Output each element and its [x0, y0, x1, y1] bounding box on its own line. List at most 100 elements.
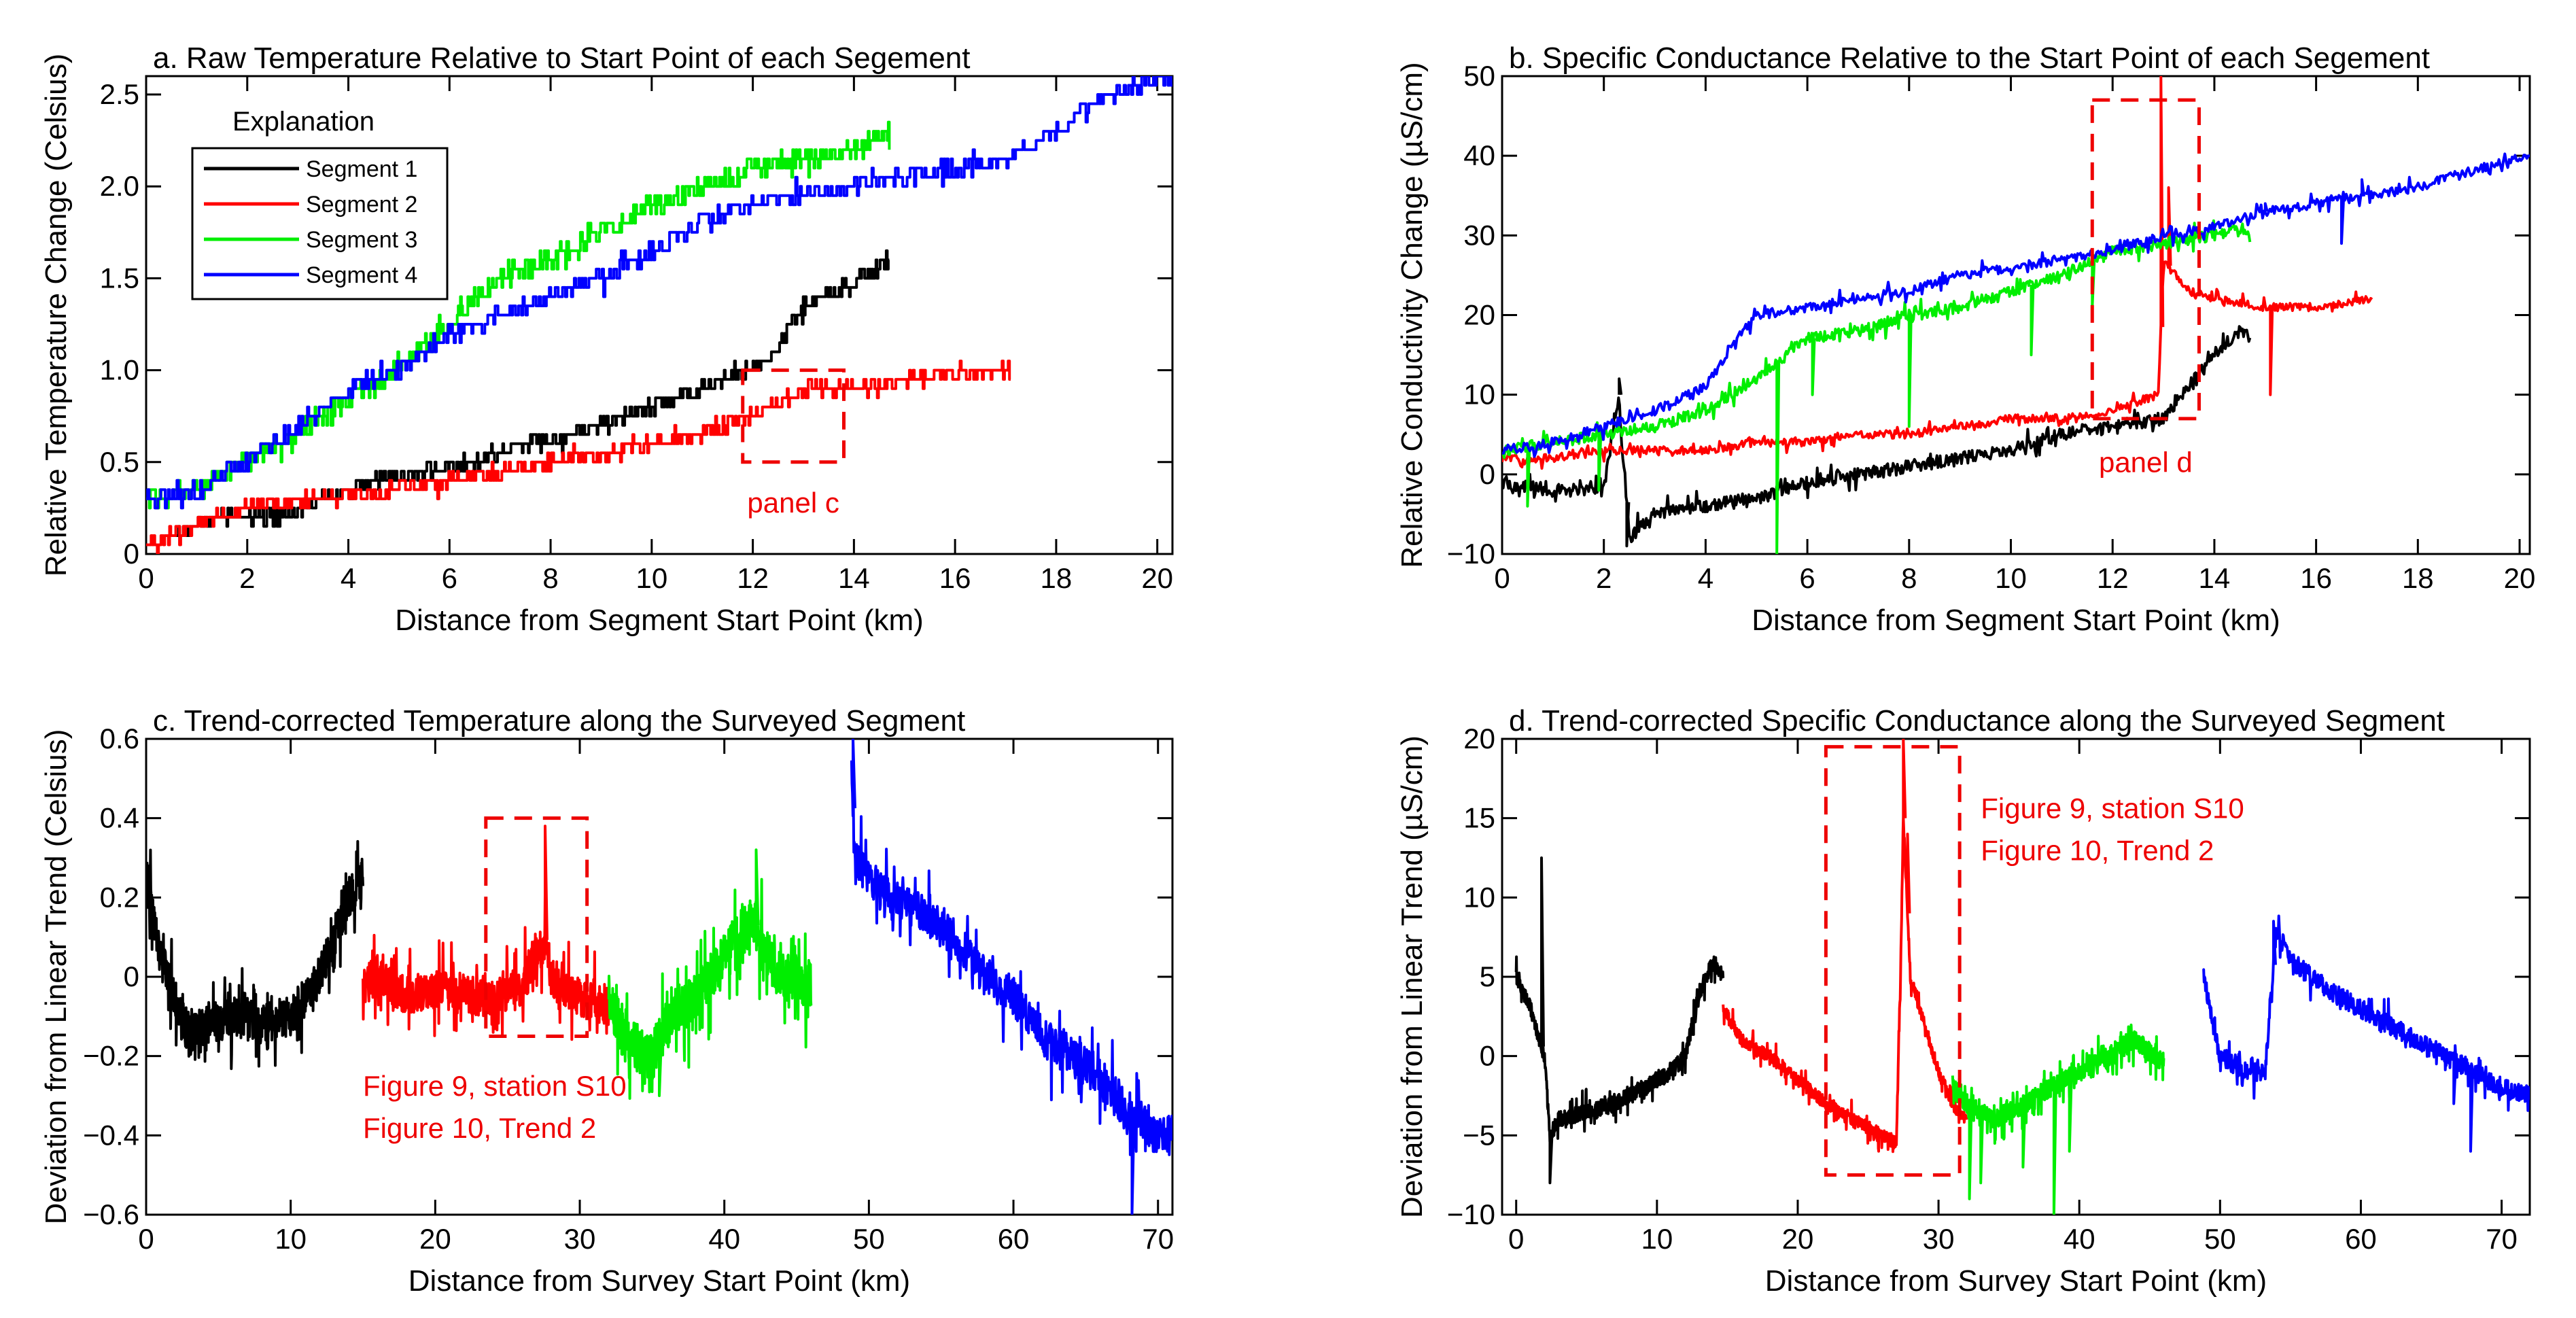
y-tick-label: 5: [1480, 960, 1495, 992]
x-tick-label: 50: [2204, 1223, 2236, 1255]
panel-b: b. Specific Conductance Relative to the …: [1395, 41, 2535, 637]
panel-a-y-axis-label: Relative Temperature Change (Celsius): [39, 54, 73, 577]
x-tick-label: 0: [1494, 562, 1510, 594]
y-tick-label: 30: [1463, 219, 1495, 251]
panel-d-y-ticks: −10 −5 0 5 10 15 20: [1447, 723, 2530, 1230]
panel-d-y-axis-label: Deviation from Linear Trend (µS/cm): [1395, 735, 1429, 1218]
y-tick-label: 0: [124, 538, 139, 570]
x-tick-label: 18: [2402, 562, 2434, 594]
panel-b-x-axis-label: Distance from Segment Start Point (km): [1752, 604, 2280, 637]
series-line-segment-3: [1951, 1023, 2165, 1215]
annotation-label-line: Figure 9, station S10: [363, 1070, 627, 1102]
series-line-segment-2: [1722, 739, 1968, 1154]
y-tick-label: −5: [1463, 1119, 1495, 1151]
panel-c-y-axis-label: Deviation from Linear Trend (Celsius): [39, 729, 73, 1225]
y-tick-label: 0: [1480, 458, 1495, 490]
panel-d-annotation: Figure 9, station S10 Figure 10, Trend 2: [1824, 745, 2244, 1177]
x-tick-label: 10: [636, 562, 667, 594]
x-tick-label: 14: [838, 562, 870, 594]
series-line-segment-4: [1502, 152, 2530, 458]
panel-d-title: d. Trend-corrected Specific Conductance …: [1509, 704, 2445, 738]
x-tick-label: 12: [737, 562, 769, 594]
legend-title: Explanation: [232, 107, 375, 137]
panel-b-title: b. Specific Conductance Relative to the …: [1509, 41, 2430, 75]
x-tick-label: 50: [853, 1223, 885, 1255]
legend-label: Segment 4: [306, 262, 417, 288]
y-tick-label: 40: [1463, 139, 1495, 171]
legend-entries: Segment 1 Segment 2 Segment 3 Segment 4: [204, 156, 417, 288]
annotation-dashed-box: [2090, 98, 2201, 421]
panel-b-y-ticks: −10 0 10 20 30 40 50: [1447, 60, 2530, 570]
panel-b-plot-frame: [1501, 75, 2531, 555]
panel-c: c. Trend-corrected Temperature along the…: [39, 704, 1174, 1298]
y-tick-label: 0.6: [100, 723, 139, 755]
y-tick-label: 0.5: [100, 446, 139, 478]
panel-a-x-ticks: 0 2 4 6 8 10 12 14 16 18 20: [138, 76, 1173, 594]
x-tick-label: 6: [442, 562, 457, 594]
y-tick-label: −0.2: [83, 1040, 139, 1072]
annotation-dashed-box: [741, 368, 846, 464]
x-tick-label: 16: [939, 562, 971, 594]
y-tick-label: 15: [1463, 802, 1495, 834]
annotation-label-line: Figure 9, station S10: [1981, 793, 2244, 825]
x-tick-label: 40: [708, 1223, 740, 1255]
series-line-segment-4: [850, 739, 1172, 1215]
y-tick-label: 1.5: [100, 262, 139, 294]
series-line-segment-1: [1502, 325, 2252, 548]
x-tick-label: 20: [2504, 562, 2536, 594]
annotation-label: panel c: [747, 487, 839, 519]
y-tick-label: 1.0: [100, 354, 139, 386]
y-tick-label: −10: [1447, 538, 1495, 570]
y-tick-label: 0.2: [100, 881, 139, 913]
panel-a-annotation: panel c: [741, 368, 846, 519]
panel-a-title: a. Raw Temperature Relative to Start Poi…: [153, 41, 971, 75]
annotation-label-line: Figure 10, Trend 2: [1981, 835, 2214, 867]
x-tick-label: 10: [1641, 1223, 1673, 1255]
series-line-segment-2: [1502, 76, 2373, 470]
x-tick-label: 8: [542, 562, 558, 594]
x-tick-label: 8: [1901, 562, 1917, 594]
series-line-segment-2: [146, 360, 1011, 554]
panel-a-series: [146, 76, 1172, 554]
x-tick-label: 40: [2064, 1223, 2095, 1255]
panel-c-y-ticks: −0.6 −0.4 −0.2 0 0.2 0.4 0.6: [83, 723, 1172, 1230]
legend-label: Segment 3: [306, 227, 417, 253]
panel-b-annotation: panel d: [2090, 98, 2201, 478]
x-tick-label: 20: [419, 1223, 451, 1255]
x-tick-label: 4: [341, 562, 356, 594]
x-tick-label: 30: [564, 1223, 596, 1255]
x-tick-label: 20: [1141, 562, 1173, 594]
series-line-segment-3: [1502, 219, 2252, 554]
series-line-segment-1: [146, 839, 364, 1071]
annotation-label-line: Figure 10, Trend 2: [363, 1112, 596, 1144]
y-tick-label: 0.4: [100, 802, 139, 834]
x-tick-label: 18: [1041, 562, 1073, 594]
annotation-dashed-box: [484, 816, 589, 1038]
panel-c-title: c. Trend-corrected Temperature along the…: [153, 704, 965, 738]
y-tick-label: −10: [1447, 1198, 1495, 1230]
panel-d: d. Trend-corrected Specific Conductance …: [1395, 704, 2531, 1298]
x-tick-label: 10: [1995, 562, 2027, 594]
x-tick-label: 60: [2345, 1223, 2377, 1255]
series-line-segment-4: [146, 76, 1172, 510]
panel-d-series: [1514, 739, 2530, 1215]
panel-c-series: [146, 739, 1172, 1215]
panel-d-x-ticks: 0 10 20 30 40 50 60 70: [1508, 739, 2518, 1255]
y-tick-label: 10: [1463, 881, 1495, 913]
x-tick-label: 2: [1596, 562, 1612, 594]
series-line-segment-1: [1514, 856, 1725, 1185]
x-tick-label: 70: [2486, 1223, 2518, 1255]
y-tick-label: 20: [1463, 723, 1495, 755]
series-line-segment-3: [607, 848, 813, 1100]
annotation-dashed-box: [1824, 745, 1962, 1177]
panel-c-x-ticks: 0 10 20 30 40 50 60 70: [138, 739, 1174, 1255]
panel-a-plot-frame: [145, 75, 1174, 555]
annotation-label: panel d: [2099, 446, 2193, 478]
x-tick-label: 0: [138, 1223, 154, 1255]
panel-b-series: [1502, 76, 2530, 554]
x-tick-label: 2: [239, 562, 255, 594]
y-tick-label: 10: [1463, 379, 1495, 411]
x-tick-label: 20: [1782, 1223, 1814, 1255]
x-tick-label: 60: [998, 1223, 1030, 1255]
